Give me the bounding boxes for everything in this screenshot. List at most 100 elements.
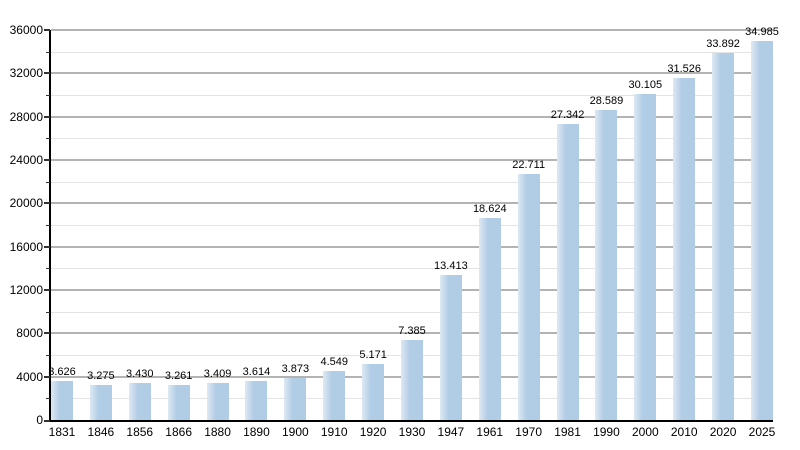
bar-2020 <box>712 52 735 420</box>
bar-value-label: 27.342 <box>550 108 585 121</box>
bar-value-label: 5.171 <box>359 348 387 361</box>
bar-1846 <box>89 384 112 420</box>
y-tick <box>44 159 50 161</box>
x-axis-label: 1990 <box>593 425 620 439</box>
x-axis-line <box>49 420 773 422</box>
gridline-minor <box>51 181 773 183</box>
y-tick <box>44 245 50 248</box>
y-tick <box>46 268 50 270</box>
bar-1961 <box>478 218 501 420</box>
gridline-minor <box>51 138 773 140</box>
gridline-major <box>51 115 773 118</box>
x-axis-label: 1846 <box>87 425 115 439</box>
bar-1981 <box>556 123 579 420</box>
bar-value-label: 13.413 <box>434 259 468 272</box>
x-axis-label: 2020 <box>709 425 737 439</box>
y-tick <box>46 138 50 140</box>
bar-1970 <box>517 173 540 420</box>
gridline-minor <box>51 95 773 96</box>
y-axis-line <box>49 30 51 422</box>
y-tick <box>44 332 50 335</box>
bar-value-label: 3.430 <box>126 367 154 380</box>
x-axis-label: 2000 <box>631 425 659 439</box>
gridline-major <box>51 72 773 75</box>
y-tick-label: 20000 <box>9 196 43 211</box>
y-tick-label: 28000 <box>9 109 43 124</box>
x-axis-label: 2025 <box>748 425 776 439</box>
x-axis-label: 1890 <box>243 425 270 439</box>
bar-2010 <box>673 78 696 420</box>
gridline-major <box>51 202 773 205</box>
y-tick <box>46 225 50 226</box>
y-tick <box>44 72 50 75</box>
y-tick <box>44 375 50 378</box>
gridline-major <box>51 159 773 161</box>
gridline-major <box>51 29 773 31</box>
x-axis-label: 1970 <box>515 425 543 439</box>
bar-value-label: 31.526 <box>667 63 702 76</box>
bar-value-label: 22.711 <box>512 158 546 171</box>
gridline-major <box>51 332 773 335</box>
y-tick <box>44 420 50 422</box>
y-tick <box>44 202 50 205</box>
bar-1890 <box>245 380 268 420</box>
x-axis-label: 2010 <box>670 425 698 439</box>
bar-1990 <box>595 110 618 420</box>
y-tick <box>44 289 50 291</box>
bar-value-label: 3.626 <box>48 365 76 378</box>
bar-value-label: 33.892 <box>706 37 740 50</box>
bar-value-label: 3.261 <box>164 369 193 382</box>
y-tick-label: 12000 <box>9 283 43 297</box>
y-tick-label: 36000 <box>9 23 43 37</box>
x-axis-label: 1910 <box>320 425 348 439</box>
y-tick <box>46 398 50 400</box>
y-tick-label: 24000 <box>9 153 43 167</box>
bar-value-label: 3.614 <box>242 365 271 378</box>
y-tick <box>46 311 50 313</box>
bar-1880 <box>206 383 229 420</box>
bar-1866 <box>167 384 190 420</box>
bar-1831 <box>51 380 73 420</box>
x-axis-label: 1866 <box>165 425 193 439</box>
x-axis-label: 1831 <box>48 425 76 439</box>
bar-value-label: 28.589 <box>589 95 624 108</box>
y-tick <box>46 355 50 356</box>
bar-value-label: 34.985 <box>745 26 779 38</box>
x-axis-label: 1930 <box>398 425 426 439</box>
bar-value-label: 30.105 <box>628 78 663 91</box>
x-axis-label: 1900 <box>281 425 309 439</box>
y-tick <box>46 95 50 96</box>
bar-value-label: 3.275 <box>87 369 115 382</box>
bar-value-label: 4.549 <box>320 355 348 368</box>
bar-value-label: 3.873 <box>281 363 310 376</box>
y-tick-label: 0 <box>36 413 43 427</box>
bar-1900 <box>284 378 307 420</box>
gridline-minor <box>51 311 773 313</box>
x-axis-label: 1947 <box>437 425 465 439</box>
x-axis-label: 1961 <box>476 425 504 439</box>
x-axis-label: 1856 <box>126 425 154 439</box>
x-axis-label: 1880 <box>204 425 231 439</box>
bar-1856 <box>128 382 151 420</box>
gridline-major <box>51 289 773 291</box>
y-tick <box>46 51 50 53</box>
bar-1930 <box>401 340 423 420</box>
gridline-minor <box>51 225 773 226</box>
x-axis-label: 1920 <box>359 425 387 439</box>
x-axis-label: 1981 <box>554 425 581 439</box>
bar-2000 <box>634 93 657 420</box>
y-tick-label: 16000 <box>9 239 43 254</box>
gridline-minor <box>51 268 773 270</box>
bar-2025 <box>751 41 773 420</box>
bar-value-label: 3.409 <box>203 368 232 381</box>
y-tick <box>44 115 50 118</box>
y-tick-label: 4000 <box>16 369 43 384</box>
plot-area: 3.626 3.275 3.430 3.261 3.409 3.614 3.873 4.549… <box>48 27 779 420</box>
y-tick <box>44 29 50 31</box>
bar-1910 <box>323 370 346 420</box>
bar-1920 <box>362 363 385 420</box>
gridline-major <box>51 245 773 248</box>
bar-value-label: 7.385 <box>398 325 426 337</box>
y-tick-label: 8000 <box>16 326 43 341</box>
